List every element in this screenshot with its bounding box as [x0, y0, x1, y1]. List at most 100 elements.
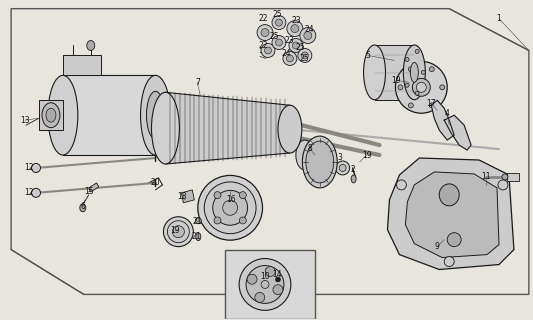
Ellipse shape — [301, 52, 308, 59]
Ellipse shape — [429, 67, 434, 72]
Ellipse shape — [276, 277, 280, 282]
Ellipse shape — [255, 292, 265, 302]
Text: 6: 6 — [80, 202, 85, 211]
Ellipse shape — [141, 76, 171, 155]
Text: 22: 22 — [259, 14, 268, 23]
Polygon shape — [165, 92, 290, 164]
Ellipse shape — [213, 190, 248, 225]
Ellipse shape — [416, 82, 426, 92]
Text: 21: 21 — [191, 232, 201, 241]
Ellipse shape — [195, 218, 201, 224]
Ellipse shape — [502, 174, 508, 180]
Ellipse shape — [415, 91, 419, 95]
Ellipse shape — [264, 47, 271, 54]
Text: 7: 7 — [195, 78, 200, 87]
Ellipse shape — [498, 180, 508, 190]
Ellipse shape — [204, 182, 256, 234]
Ellipse shape — [48, 76, 78, 155]
Ellipse shape — [397, 180, 406, 190]
Ellipse shape — [302, 136, 337, 188]
Text: 1: 1 — [497, 14, 502, 23]
Ellipse shape — [415, 50, 419, 53]
Ellipse shape — [408, 67, 414, 72]
Ellipse shape — [304, 32, 312, 40]
Ellipse shape — [261, 44, 275, 58]
Text: 8: 8 — [308, 144, 312, 153]
Ellipse shape — [413, 78, 430, 96]
Ellipse shape — [246, 266, 284, 303]
Ellipse shape — [223, 200, 238, 215]
Ellipse shape — [167, 221, 189, 243]
Text: 22: 22 — [259, 41, 268, 50]
Ellipse shape — [339, 164, 346, 172]
Ellipse shape — [46, 108, 56, 122]
Text: 17: 17 — [426, 99, 436, 108]
Text: 3: 3 — [337, 153, 342, 162]
Ellipse shape — [278, 105, 302, 153]
Polygon shape — [431, 100, 454, 140]
Polygon shape — [181, 190, 195, 203]
Ellipse shape — [31, 188, 41, 197]
Text: 25: 25 — [269, 32, 279, 41]
Ellipse shape — [300, 28, 316, 44]
Ellipse shape — [289, 38, 303, 52]
Polygon shape — [89, 183, 99, 192]
Ellipse shape — [439, 184, 459, 206]
Ellipse shape — [351, 175, 356, 183]
Polygon shape — [406, 172, 499, 258]
Polygon shape — [507, 173, 519, 181]
Ellipse shape — [272, 36, 286, 50]
Ellipse shape — [147, 91, 165, 139]
Ellipse shape — [408, 103, 414, 108]
Bar — [225, 250, 315, 319]
Text: 5: 5 — [365, 51, 370, 60]
Text: 18: 18 — [177, 192, 187, 201]
Ellipse shape — [261, 28, 269, 36]
Text: 9: 9 — [435, 242, 440, 251]
Ellipse shape — [31, 164, 41, 172]
Ellipse shape — [421, 70, 425, 74]
Ellipse shape — [196, 233, 201, 241]
Text: 23: 23 — [284, 36, 294, 45]
Polygon shape — [11, 9, 529, 294]
Ellipse shape — [336, 161, 350, 175]
Text: 21: 21 — [192, 217, 202, 226]
Text: 25: 25 — [272, 10, 282, 19]
Ellipse shape — [272, 16, 286, 29]
Ellipse shape — [153, 113, 158, 118]
Ellipse shape — [306, 141, 334, 183]
Text: 19: 19 — [362, 150, 372, 160]
Ellipse shape — [298, 49, 312, 62]
Ellipse shape — [286, 55, 293, 62]
Text: 11: 11 — [481, 172, 491, 181]
Text: 20: 20 — [151, 179, 160, 188]
Ellipse shape — [276, 39, 282, 46]
Text: 16: 16 — [227, 195, 236, 204]
Ellipse shape — [287, 20, 303, 36]
Ellipse shape — [410, 62, 418, 82]
Ellipse shape — [239, 192, 246, 199]
Text: 25: 25 — [295, 43, 305, 52]
Text: 23: 23 — [291, 16, 301, 25]
Text: 10: 10 — [260, 272, 270, 281]
Ellipse shape — [198, 175, 263, 240]
Text: 25: 25 — [299, 54, 309, 63]
Ellipse shape — [405, 58, 409, 61]
Ellipse shape — [403, 45, 425, 100]
Polygon shape — [39, 100, 63, 130]
Text: 15: 15 — [84, 188, 94, 196]
Polygon shape — [63, 55, 101, 76]
Ellipse shape — [364, 45, 385, 100]
Ellipse shape — [395, 61, 447, 113]
Ellipse shape — [273, 285, 283, 295]
Ellipse shape — [239, 259, 291, 310]
Ellipse shape — [405, 83, 409, 87]
Ellipse shape — [214, 192, 221, 199]
Polygon shape — [63, 76, 156, 155]
Ellipse shape — [296, 140, 314, 170]
Ellipse shape — [447, 233, 461, 247]
Ellipse shape — [80, 204, 86, 212]
Text: 13: 13 — [20, 116, 30, 125]
Polygon shape — [444, 115, 471, 150]
Text: 19: 19 — [171, 226, 180, 235]
